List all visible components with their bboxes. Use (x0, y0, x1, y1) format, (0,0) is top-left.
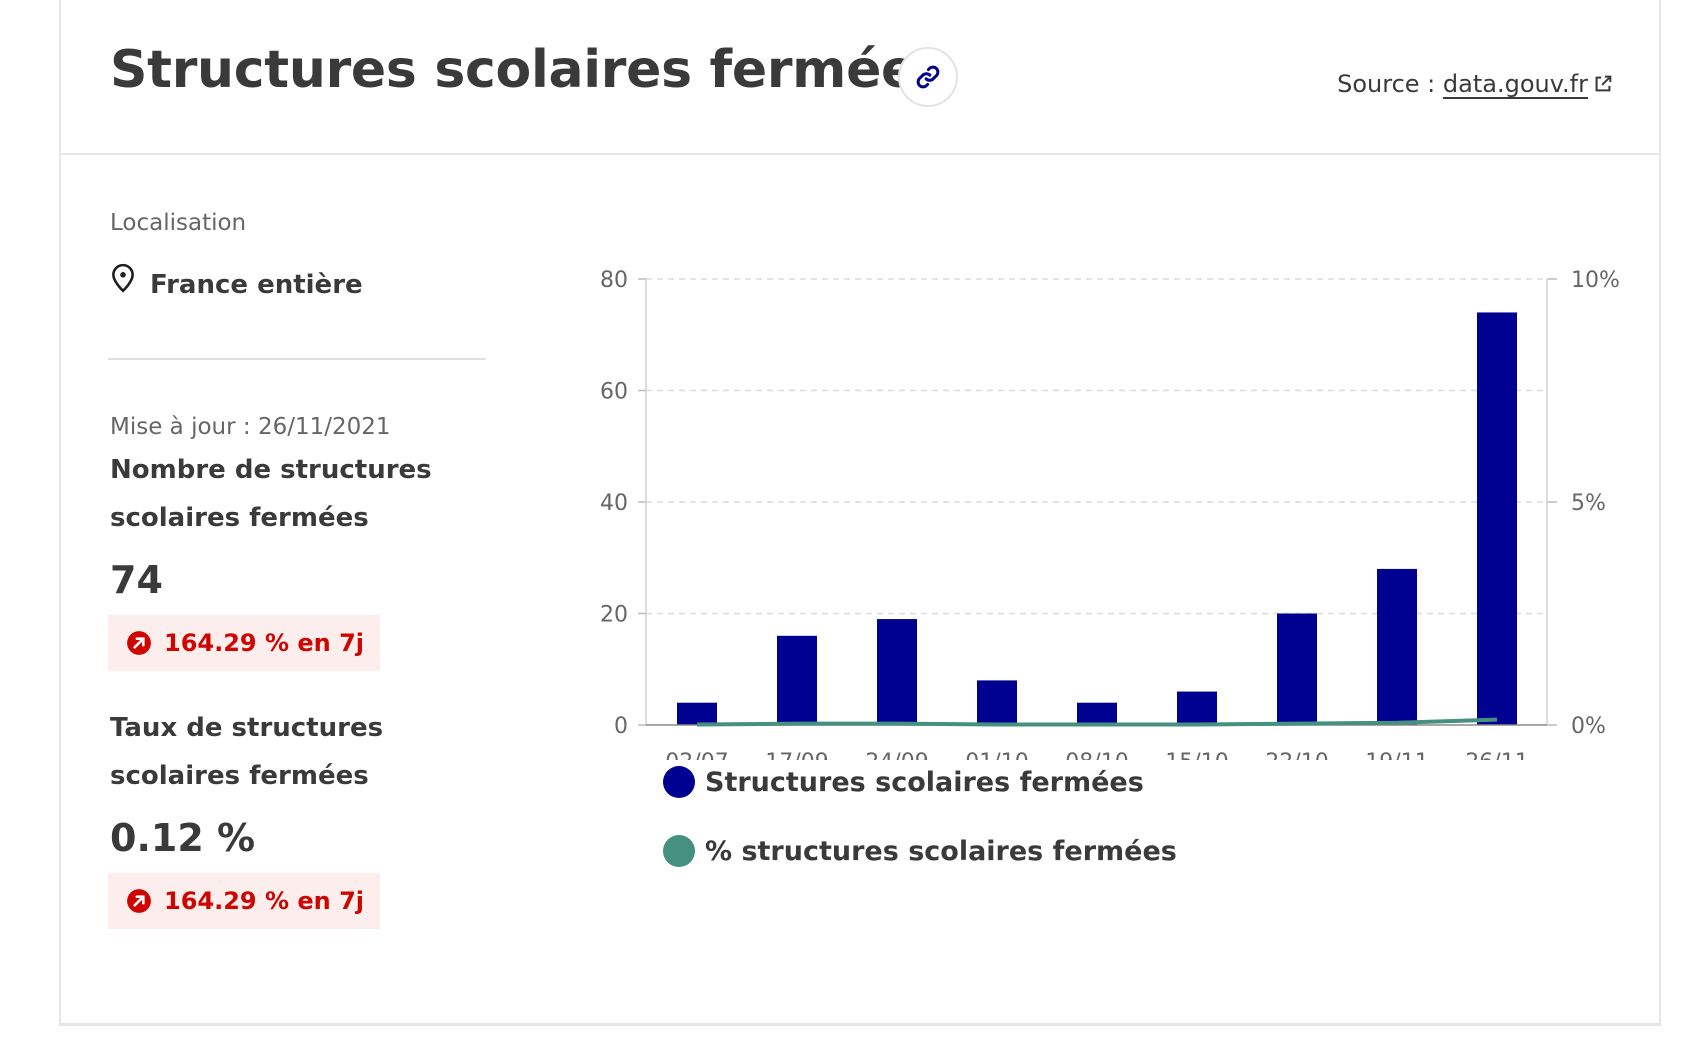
y-left-tick-label: 0 (614, 714, 628, 739)
bar (877, 619, 917, 725)
x-tick-label: 19/11 (1365, 750, 1428, 760)
metric-count-change: 164.29 % en 7j (164, 629, 365, 657)
source-label: Source : (1337, 70, 1443, 98)
percent-line (696, 717, 1498, 727)
header-divider (61, 153, 1659, 155)
metric-count-value: 74 (110, 558, 163, 602)
y-left-tick-label: 20 (600, 603, 628, 628)
legend-swatch-line (663, 835, 695, 867)
y-right-tick-label: 5% (1571, 491, 1606, 516)
legend-label-bars: Structures scolaires fermées (705, 766, 1144, 798)
bar (677, 702, 717, 725)
metric-count-label: Nombre de structures scolaires fermées (110, 455, 432, 533)
update-date: Mise à jour : 26/11/2021 (110, 414, 391, 440)
external-link-icon (1595, 75, 1612, 92)
y-left-tick-label: 60 (600, 380, 628, 405)
y-right-tick-label: 0% (1571, 714, 1606, 739)
page-title: Structures scolaires fermées (110, 40, 947, 100)
metric-count-change-badge: 164.29 % en 7j (108, 615, 381, 671)
indicator-card (59, 0, 1661, 1026)
y-right-tick-label: 10% (1571, 268, 1620, 293)
metric-rate-change: 164.29 % en 7j (164, 887, 365, 915)
legend-item-bars[interactable]: Structures scolaires fermées (663, 766, 1144, 798)
metric-rate-change-badge: 164.29 % en 7j (108, 873, 381, 929)
bar (1077, 702, 1117, 725)
location-label: Localisation (110, 210, 247, 236)
x-tick-label: 08/10 (1065, 750, 1128, 760)
x-tick-label: 24/09 (865, 750, 928, 760)
map-pin-icon (112, 263, 134, 293)
y-left-tick-label: 80 (600, 268, 628, 293)
y-left-tick-label: 40 (600, 491, 628, 516)
bar (1477, 312, 1517, 725)
legend-item-line[interactable]: % structures scolaires fermées (663, 835, 1177, 867)
legend-label-line: % structures scolaires fermées (705, 835, 1177, 867)
combo-chart: 0 20 40 60 80 0% 5% 10% 02/07 17/09 24/09 01/10 08/1… (600, 268, 1620, 760)
x-tick-label: 02/07 (665, 750, 728, 760)
bar (777, 635, 817, 725)
legend-swatch-bars (663, 766, 695, 798)
source-info: Source : data.gouv.fr (1337, 70, 1614, 98)
trend-up-icon (127, 889, 151, 913)
metric-rate-value: 0.12 % (110, 816, 256, 860)
x-tick-label: 22/10 (1265, 750, 1328, 760)
location-value[interactable]: France entière (150, 270, 363, 300)
source-link-text: data.gouv.fr (1442, 70, 1588, 98)
x-tick-label: 17/09 (765, 750, 828, 760)
x-tick-label: 01/10 (965, 750, 1028, 760)
bar (977, 680, 1017, 725)
x-tick-label: 15/10 (1165, 750, 1228, 760)
bar (1177, 691, 1217, 725)
trend-up-icon (127, 631, 151, 655)
link-icon (916, 65, 940, 89)
bar (1377, 568, 1417, 725)
bar (1277, 613, 1317, 725)
card-bottom-border (59, 1023, 1661, 1025)
x-tick-label: 26/11 (1465, 750, 1528, 760)
copy-link-button[interactable] (898, 47, 958, 107)
metric-rate-label: Taux de structures scolaires fermées (110, 713, 384, 791)
source-link[interactable]: data.gouv.fr (1443, 70, 1614, 98)
sidebar-divider (108, 358, 486, 360)
